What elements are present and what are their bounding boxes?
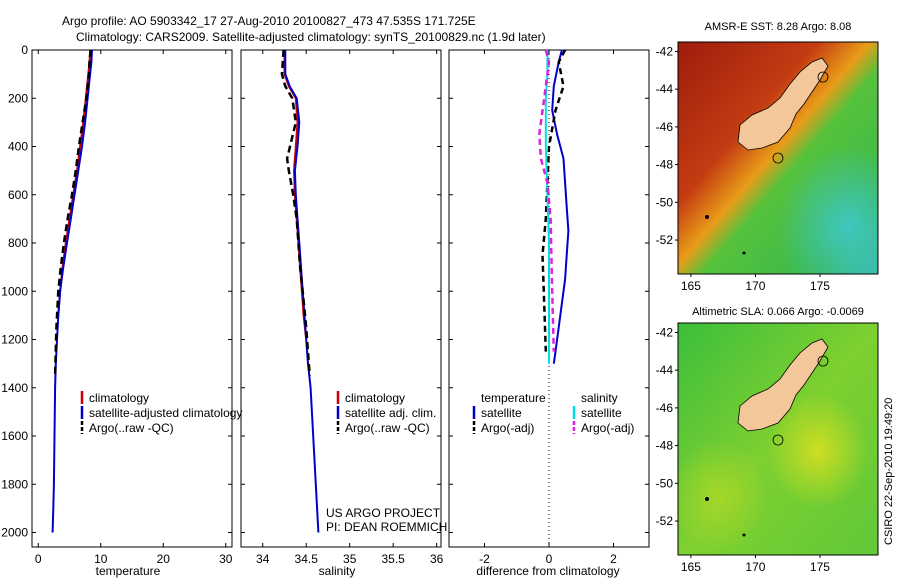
series-line-temperature-argo-adj- bbox=[541, 49, 567, 352]
series-line-satellite-adjusted-climatology bbox=[51, 49, 93, 533]
y-tick-label: 1200 bbox=[1, 333, 28, 347]
sla-map-title: Altimetric SLA: 0.066 Argo: -0.0069 bbox=[692, 306, 864, 318]
x-tick-label: 20 bbox=[157, 552, 171, 566]
legend-label-argo: Argo(..raw -QC) bbox=[345, 421, 430, 435]
temperature-xlabel: temperature bbox=[96, 564, 161, 578]
title-line-1: Argo profile: AO 5903342_17 27-Aug-2010 … bbox=[62, 14, 476, 28]
map-y-tick-label: -50 bbox=[656, 195, 674, 209]
y-tick-label: 800 bbox=[8, 236, 28, 250]
new-zealand-land bbox=[737, 57, 829, 151]
side-stamp: CSIRO 22-Sep-2010 19:49:20 bbox=[883, 398, 895, 545]
series-line-temperature-satellite bbox=[551, 49, 570, 364]
map-y-tick-label: -48 bbox=[656, 439, 674, 453]
y-tick-label: 1400 bbox=[1, 381, 28, 395]
x-tick-label: 0 bbox=[546, 552, 553, 566]
legend-heading-salinity: salinity bbox=[581, 391, 618, 405]
sst-map-title: AMSR-E SST: 8.28 Argo: 8.08 bbox=[705, 21, 852, 33]
y-tick-label: 200 bbox=[8, 91, 28, 105]
temperature-legend: climatology satellite-adjusted climatolo… bbox=[80, 391, 242, 435]
x-tick-label: 0 bbox=[35, 552, 42, 566]
map-y-tick-label: -42 bbox=[656, 325, 674, 339]
map-y-tick-label: -50 bbox=[656, 476, 674, 490]
map-y-tick-label: -42 bbox=[656, 44, 674, 58]
legend-label-temp-argo: Argo(-adj) bbox=[481, 421, 534, 435]
x-tick-label: 35.5 bbox=[381, 552, 405, 566]
salinity-legend: climatology satellite adj. clim. Argo(..… bbox=[336, 391, 436, 435]
y-tick-label: 0 bbox=[21, 43, 28, 57]
salinity-axes bbox=[240, 49, 442, 548]
sst-map-frame bbox=[677, 41, 879, 275]
x-tick-label: 10 bbox=[94, 552, 108, 566]
legend-label-sal-satellite: satellite bbox=[581, 406, 622, 420]
map-y-tick-label: -52 bbox=[656, 233, 674, 247]
legend-label-satellite: satellite-adjusted climatology bbox=[89, 406, 242, 420]
y-tick-label: 2000 bbox=[1, 526, 28, 540]
map-y-tick-label: -44 bbox=[656, 82, 674, 96]
profile-location-marker bbox=[772, 434, 784, 446]
map-y-tick-label: -46 bbox=[656, 120, 674, 134]
series-line-argo-raw-qc- bbox=[280, 49, 311, 376]
map-x-tick-label: 175 bbox=[810, 279, 830, 293]
x-tick-label: 36 bbox=[430, 552, 444, 566]
sst-map-field bbox=[678, 42, 878, 274]
y-tick-label: 1600 bbox=[1, 429, 28, 443]
series-line-argo-raw-qc- bbox=[53, 49, 93, 376]
y-tick-label: 1000 bbox=[1, 284, 28, 298]
project-annotation: US ARGO PROJECT bbox=[326, 506, 441, 520]
x-tick-label: 34 bbox=[256, 552, 270, 566]
sla-map-frame bbox=[677, 322, 879, 556]
map-y-tick-label: -48 bbox=[656, 158, 674, 172]
legend-label-climatology: climatology bbox=[89, 391, 149, 405]
x-tick-label: 30 bbox=[219, 552, 233, 566]
salinity-xlabel: salinity bbox=[319, 564, 356, 578]
map-x-tick-label: 165 bbox=[681, 279, 701, 293]
legend-label-temp-satellite: satellite bbox=[481, 406, 522, 420]
y-tick-label: 600 bbox=[8, 188, 28, 202]
new-zealand-land bbox=[737, 338, 829, 432]
legend-label-sal-argo: Argo(-adj) bbox=[581, 421, 634, 435]
x-tick-label: -2 bbox=[479, 552, 490, 566]
map-y-tick-label: -46 bbox=[656, 401, 674, 415]
sla-map-field bbox=[678, 323, 878, 555]
series-line-salinity-argo-adj- bbox=[538, 49, 556, 352]
map-x-tick-label: 170 bbox=[745, 279, 765, 293]
map-y-tick-label: -44 bbox=[656, 363, 674, 377]
legend-label-climatology: climatology bbox=[345, 391, 405, 405]
y-tick-label: 1800 bbox=[1, 477, 28, 491]
x-tick-label: 35 bbox=[343, 552, 357, 566]
map-x-tick-label: 175 bbox=[810, 560, 830, 574]
x-tick-label: 34.5 bbox=[295, 552, 319, 566]
legend-heading-temperature: temperature bbox=[481, 391, 546, 405]
temperature-axes bbox=[31, 49, 233, 548]
series-line-satellite-adj-clim- bbox=[284, 50, 320, 533]
x-tick-label: 2 bbox=[610, 552, 617, 566]
legend-label-argo: Argo(..raw -QC) bbox=[89, 421, 174, 435]
map-x-tick-label: 170 bbox=[745, 560, 765, 574]
difference-legend: temperature satellite Argo(-adj) salinit… bbox=[472, 391, 634, 435]
map-y-tick-label: -52 bbox=[656, 514, 674, 528]
y-tick-label: 400 bbox=[8, 140, 28, 154]
legend-label-satellite: satellite adj. clim. bbox=[345, 406, 436, 420]
pi-annotation: PI: DEAN ROEMMICH bbox=[326, 520, 447, 534]
difference-xlabel: difference from climatology bbox=[476, 564, 619, 578]
map-x-tick-label: 165 bbox=[681, 560, 701, 574]
title-line-2: Climatology: CARS2009. Satellite-adjuste… bbox=[76, 30, 546, 44]
profile-location-marker bbox=[772, 152, 784, 164]
